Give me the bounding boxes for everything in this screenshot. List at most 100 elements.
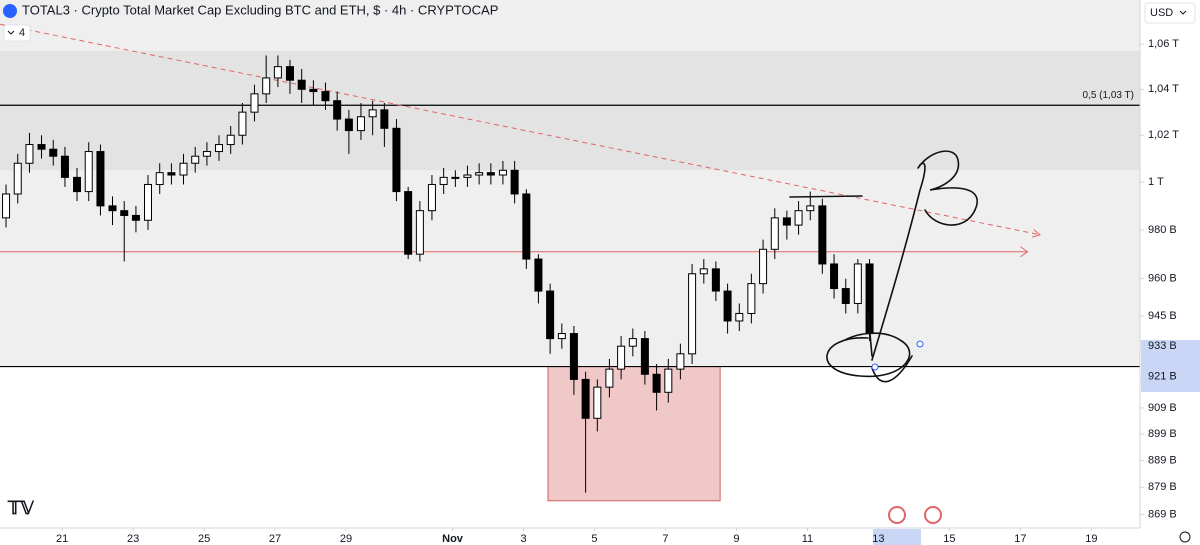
candle-body: [841, 288, 850, 304]
candle-body: [108, 205, 117, 212]
settings-icon[interactable]: [1179, 531, 1191, 543]
x-tick-label: 25: [198, 533, 210, 545]
candle-body: [782, 217, 791, 226]
candle-body: [735, 312, 744, 322]
candle-body: [664, 368, 673, 393]
price-axis: [1140, 0, 1200, 545]
indicator-count: 4: [19, 27, 25, 39]
candle-body: [830, 263, 839, 290]
candle-body: [451, 176, 460, 179]
stroke: [871, 162, 926, 361]
x-tick-label: 23: [127, 533, 139, 545]
candle-body: [546, 290, 555, 340]
event-icon[interactable]: [924, 506, 942, 524]
y-tick-label: 889 B: [1148, 454, 1177, 466]
candle-body: [262, 77, 271, 95]
x-tick-label: 27: [269, 533, 281, 545]
x-tick-label: 9: [733, 533, 739, 545]
candle-body: [770, 217, 779, 250]
candle-body: [321, 91, 330, 102]
candle-body: [688, 273, 697, 355]
stroke: [871, 355, 913, 383]
candle-body: [380, 109, 389, 129]
candle-body: [309, 88, 318, 93]
candle-body: [605, 368, 614, 388]
y-tick-label: 1,06 T: [1148, 38, 1179, 50]
candle-body: [84, 151, 93, 193]
y-tick-label: 1 T: [1148, 176, 1164, 188]
x-tick-label: 15: [943, 533, 955, 545]
y-tick-label: 1,04 T: [1148, 83, 1179, 95]
candle-body: [569, 333, 578, 380]
price-highlight: [1141, 340, 1200, 392]
candle-body: [226, 134, 235, 146]
candle-body: [463, 174, 472, 178]
candle-body: [747, 283, 756, 314]
handle: [916, 340, 924, 348]
candle-body: [475, 172, 484, 176]
candle-body: [759, 248, 768, 285]
currency-button[interactable]: [1144, 2, 1196, 24]
x-tick-label: 3: [520, 533, 526, 545]
candle-body: [676, 353, 685, 370]
y-tick-label: 1,02 T: [1148, 129, 1179, 141]
candle-body: [368, 109, 377, 118]
candle-body: [699, 268, 708, 275]
candle-body: [202, 151, 211, 157]
candle-body: [96, 151, 105, 207]
candle-body: [711, 268, 720, 292]
candle-body: [617, 345, 626, 370]
candle-body: [794, 210, 803, 226]
y-tick-label: 869 B: [1148, 508, 1177, 520]
candle-body: [404, 191, 413, 255]
candle-body: [356, 116, 365, 132]
b-stroke: [917, 150, 978, 226]
y-tick-label: 899 B: [1148, 428, 1177, 440]
candle-body: [214, 144, 223, 153]
candle-body: [522, 193, 531, 260]
x-tick-label: 17: [1014, 533, 1026, 545]
y-tick-label: 933 B: [1148, 340, 1177, 352]
arrow-head: [1032, 229, 1041, 238]
candle-body: [581, 378, 590, 419]
chevron: [1179, 10, 1187, 15]
candle-body: [238, 111, 247, 136]
candle-body: [806, 205, 815, 212]
trendline: [0, 23, 1041, 236]
chevron: [7, 30, 15, 35]
x-tick-label: 29: [340, 533, 352, 545]
handle: [871, 363, 879, 371]
candle-body: [37, 144, 46, 150]
candle-body: [250, 93, 259, 113]
x-tick-label: Nov: [442, 533, 464, 545]
candle-body: [273, 66, 282, 79]
candle-body: [49, 148, 58, 157]
candle-body: [723, 290, 732, 322]
chart-title: TOTAL3 · Crypto Total Market Cap Excludi…: [22, 2, 498, 17]
candle-body: [557, 333, 566, 340]
x-tick-label: 13: [872, 533, 884, 545]
indicator-toggle[interactable]: [3, 24, 31, 42]
candle-body: [498, 169, 507, 176]
arrow-stroke: [867, 311, 873, 357]
symbol-icon: [3, 4, 17, 18]
date-highlight: [873, 529, 921, 545]
candle-body: [60, 155, 69, 178]
plot-area: 0,5 (1,03 T): [0, 0, 1140, 502]
candle-body: [439, 176, 448, 185]
x-tick-label: 5: [591, 533, 597, 545]
candle-body: [144, 183, 153, 221]
candle-body: [853, 263, 862, 304]
x-tick-label: 11: [802, 533, 813, 545]
y-tick-label: 879 B: [1148, 481, 1177, 493]
candle-body: [427, 183, 436, 212]
candle-body: [652, 373, 661, 393]
candle-body: [167, 172, 176, 176]
event-icon[interactable]: [888, 506, 906, 524]
candle-body: [392, 127, 401, 193]
candle-body: [593, 386, 602, 419]
circle-stroke: [826, 332, 911, 378]
candle-body: [628, 338, 637, 347]
arrow-head: [1020, 246, 1029, 258]
candle-body: [120, 210, 129, 216]
